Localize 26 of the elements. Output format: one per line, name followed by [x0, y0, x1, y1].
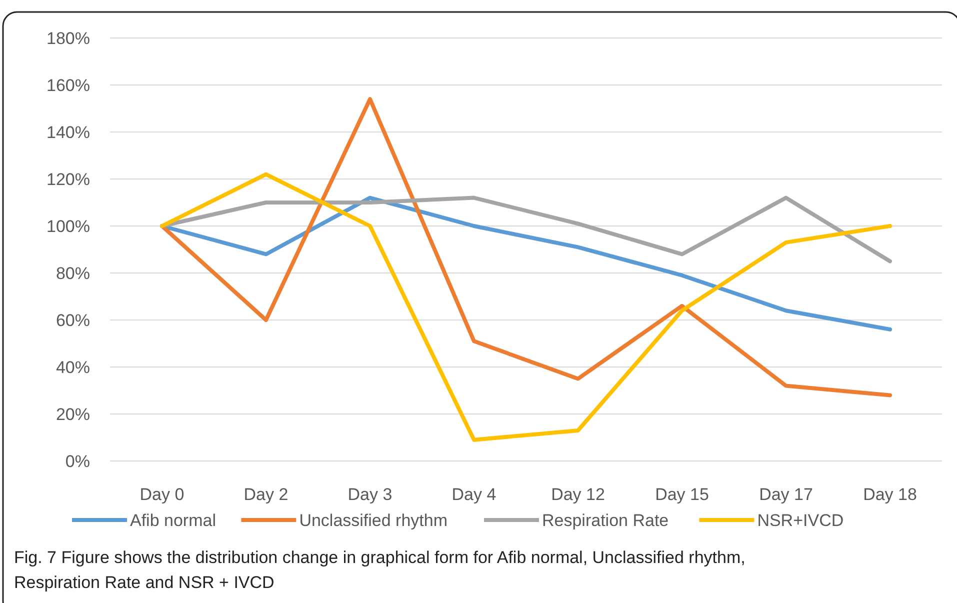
legend-label: Afib normal: [130, 511, 216, 530]
y-tick-label: 160%: [46, 76, 90, 95]
legend-label: Respiration Rate: [542, 511, 669, 530]
y-tick-label: 40%: [56, 358, 90, 377]
x-tick-label: Day 12: [551, 485, 605, 504]
x-tick-label: Day 4: [452, 485, 496, 504]
x-tick-label: Day 18: [863, 485, 917, 504]
x-tick-label: Day 17: [759, 485, 813, 504]
x-tick-label: Day 15: [655, 485, 709, 504]
legend-label: Unclassified rhythm: [299, 511, 448, 530]
caption: Fig. 7 Figure shows the distribution change in graphical form for Afib normal, Unclassified rhythm, Respiration Rate and NSR + IVCD: [14, 548, 746, 592]
line-series: [160, 196, 892, 264]
x-tick-label: Day 0: [140, 485, 184, 504]
y-tick-label: 20%: [56, 405, 90, 424]
x-tick-label: Day 3: [348, 485, 392, 504]
legend-label: NSR+IVCD: [757, 511, 844, 530]
y-tick-label: 0%: [65, 452, 90, 471]
y-tick-label: 80%: [56, 264, 90, 283]
y-tick-label: 140%: [46, 123, 90, 142]
y-tick-label: 60%: [56, 311, 90, 330]
line-series: [160, 97, 892, 398]
y-tick-label: 120%: [46, 170, 90, 189]
y-tick-label: 180%: [46, 29, 90, 48]
x-tick-label: Day 2: [244, 485, 288, 504]
line-series: [160, 172, 892, 442]
y-tick-label: 100%: [46, 217, 90, 236]
